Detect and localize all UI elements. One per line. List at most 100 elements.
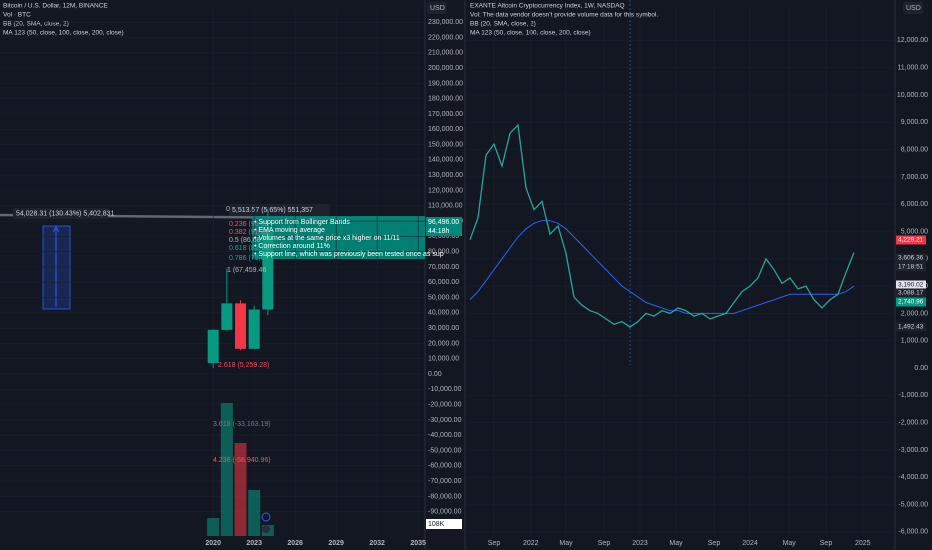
- y-tick-label: 140,000.00: [428, 157, 463, 164]
- y-tick-label: 20,000.00: [428, 340, 459, 347]
- y-tick-label: 70,000.00: [428, 264, 459, 271]
- y-tick-label: 10,000.00: [897, 92, 928, 99]
- price-badge: [426, 226, 462, 236]
- fib-label: 0.382 (91,21: [229, 229, 268, 236]
- y-tick-label: 5,000.00: [901, 228, 928, 235]
- currency[interactable]: USD: [430, 5, 445, 12]
- note-line: • EMA moving average: [254, 227, 325, 234]
- x-tick-label: Sep: [598, 540, 611, 547]
- y-tick-label: 8,000.00: [901, 146, 928, 153]
- y-tick-label: 90,000.00: [428, 233, 459, 240]
- replay-icon: [261, 512, 271, 522]
- left-indicator: MA 123 (50, close, 100, close, 200, clos…: [3, 30, 124, 37]
- y-tick-label: 230,000.00: [428, 19, 463, 26]
- candle-body: [262, 231, 274, 310]
- y-tick-label: 110,000.00: [428, 203, 463, 210]
- price-badge: [426, 519, 462, 529]
- fib-label: 2.618 (5,259.28): [218, 362, 269, 369]
- price-badge-label: 4,229.21: [898, 237, 924, 244]
- y-tick-label: -70,000.00: [428, 478, 462, 485]
- x-tick-label: 2023: [246, 540, 262, 547]
- currency[interactable]: USD: [906, 5, 921, 12]
- replay-icon: [262, 525, 270, 533]
- fib-label: 0.786 (75,68: [229, 255, 268, 262]
- y-tick-label: -50,000.00: [428, 447, 462, 454]
- y-tick-label: 220,000.00: [428, 34, 463, 41]
- fib-label: 0.236 (96,82: [229, 221, 268, 228]
- fib-box: 5,513.57 (5.65%) 551,357: [232, 207, 313, 214]
- price-badge: [896, 262, 926, 272]
- price-badge: [426, 217, 462, 227]
- candle-body: [248, 309, 260, 349]
- y-tick-label: -1,000.00: [898, 392, 928, 399]
- fib-label: 0: [226, 206, 230, 213]
- price-badge-label: 3,088.17: [898, 290, 924, 297]
- right-indicator: MA 123 (50, close, 100, close, 200, clos…: [470, 30, 591, 37]
- y-tick-label: 150,000.00: [428, 141, 463, 148]
- price-badge-label: 1,492.43: [898, 324, 924, 331]
- left-indicator: BB (20, SMA, close, 2): [3, 21, 69, 28]
- ma-line: [469, 220, 855, 314]
- price-badge: [896, 297, 926, 307]
- y-tick-label: -20,000.00: [428, 401, 462, 408]
- measure-label: 54,028.31 (130.43%) 5,402,831: [16, 210, 115, 217]
- note-line: • Volumes at the same price x3 higher on…: [254, 235, 400, 242]
- volume-bar: [220, 403, 233, 536]
- y-tick-label: 120,000.00: [428, 187, 463, 194]
- fib-label: 0.618 (82,14: [229, 245, 268, 252]
- y-tick-label: 210,000.00: [428, 50, 463, 57]
- y-tick-label: -40,000.00: [428, 432, 462, 439]
- y-tick-label: -30,000.00: [428, 417, 462, 424]
- candle-body: [207, 329, 219, 364]
- y-tick-label: -3,000.00: [898, 447, 928, 454]
- volume-bar: [248, 490, 261, 536]
- x-tick-label: 2035: [410, 540, 426, 547]
- y-tick-label: -6,000.00: [898, 529, 928, 536]
- y-tick-label: 0.00: [914, 365, 928, 372]
- price-badge-label: 2,740.96: [898, 299, 924, 306]
- y-tick-label: -4,000.00: [898, 474, 928, 481]
- left-indicator: Vol · BTC: [3, 12, 31, 19]
- candle-body: [221, 303, 233, 330]
- fib-label: 4.236 (-56,940.96): [213, 457, 271, 464]
- y-tick-label: 12,000.00: [897, 37, 928, 44]
- note-line: • Support from Bollinger Bands: [254, 219, 350, 226]
- note-line: • Support line, which was previously bee…: [254, 251, 444, 258]
- x-tick-label: May: [669, 540, 683, 547]
- x-tick-label: May: [559, 540, 573, 547]
- right-indicator: Vol: The data vendor doesn't provide vol…: [470, 12, 658, 19]
- y-tick-label: 130,000.00: [428, 172, 463, 179]
- currency-button[interactable]: [427, 2, 447, 14]
- y-tick-label: 160,000.00: [428, 126, 463, 133]
- candle-body: [235, 303, 247, 349]
- fib-label: 0.5 (86,68: [229, 237, 261, 244]
- y-tick-label: 11,000.00: [897, 65, 928, 72]
- y-tick-label: 50,000.00: [428, 294, 459, 301]
- y-tick-label: 10,000.00: [428, 356, 459, 363]
- x-tick-label: Sep: [820, 540, 833, 547]
- price-badge-label: 108K: [428, 521, 445, 528]
- fib-label: 1 (67,459.46: [227, 267, 266, 274]
- price-badge-label: 44:18h: [428, 228, 450, 235]
- y-tick-label: 40,000.00: [428, 310, 459, 317]
- volume-bar: [207, 518, 220, 536]
- x-tick-label: 2026: [287, 540, 303, 547]
- y-tick-label: 9,000.00: [901, 119, 928, 126]
- y-tick-label: 60,000.00: [428, 279, 459, 286]
- left-axis-bg: [425, 0, 465, 550]
- left-title: Bitcoin / U.S. Dollar, 12M, BINANCE: [3, 3, 108, 10]
- y-tick-label: 170,000.00: [428, 111, 463, 118]
- x-tick-label: 2029: [328, 540, 344, 547]
- volume-bar: [234, 443, 247, 536]
- right-indicator: BB (20, SMA, close, 2): [470, 21, 536, 28]
- x-tick-label: May: [783, 540, 797, 547]
- x-tick-label: Sep: [708, 540, 721, 547]
- price-badge-label: 3,190.02: [898, 282, 924, 289]
- y-tick-label: 0.00: [428, 371, 442, 378]
- y-tick-label: 190,000.00: [428, 80, 463, 87]
- y-tick-label: 80,000.00: [428, 249, 459, 256]
- currency-button[interactable]: [903, 2, 923, 14]
- measure-arrowhead: [52, 226, 60, 233]
